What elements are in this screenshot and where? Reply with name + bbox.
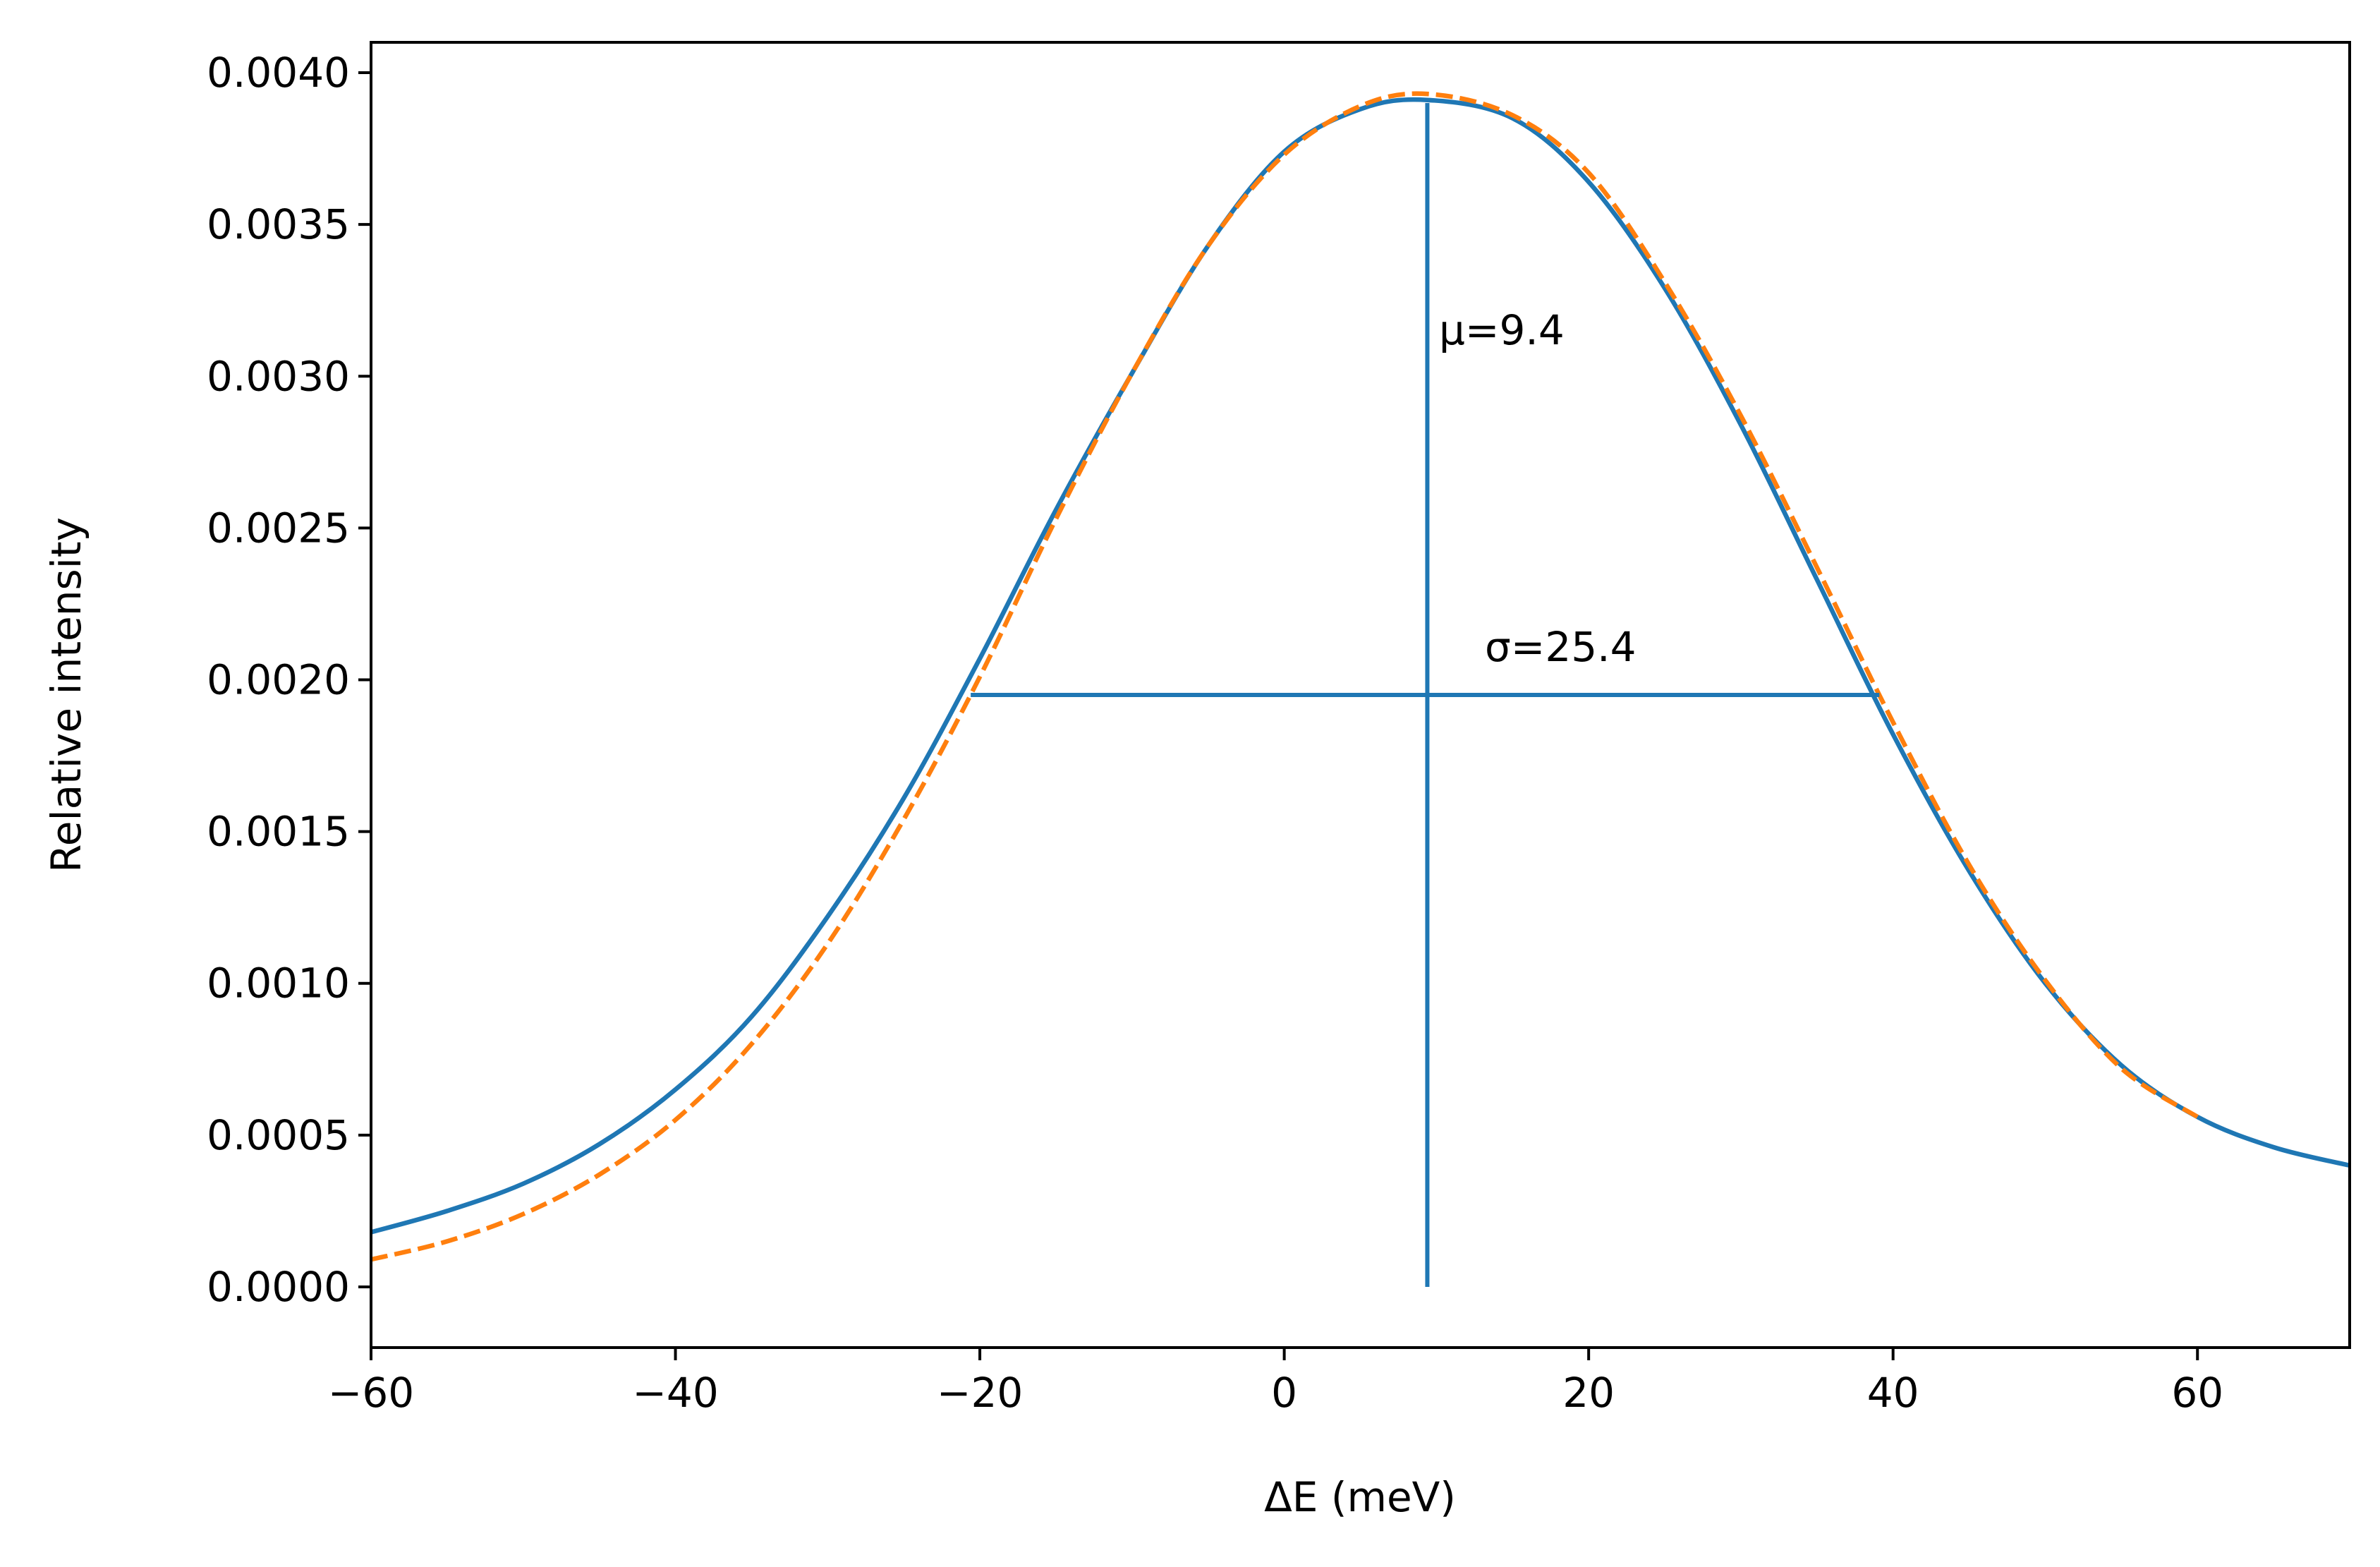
y-tick-label: 0.0005 <box>207 1111 350 1159</box>
y-tick-label: 0.0000 <box>207 1263 350 1311</box>
plot-series-layer <box>371 91 2350 1262</box>
y-tick-label: 0.0035 <box>207 200 350 248</box>
x-tick-label: 40 <box>1867 1369 1919 1417</box>
x-tick-label: 60 <box>2171 1369 2223 1417</box>
x-tick-label: −60 <box>328 1369 414 1417</box>
x-axis-label: ΔE (meV) <box>1264 1473 1456 1521</box>
x-tick-label: 0 <box>1271 1369 1297 1417</box>
x-tick-label: 20 <box>1562 1369 1615 1417</box>
plot-frame <box>370 41 2351 1349</box>
y-tick-label: 0.0015 <box>207 808 350 856</box>
plot-marker-layer <box>971 103 1880 1287</box>
x-tick-label: −40 <box>632 1369 718 1417</box>
fit-curve-dashed <box>371 91 2199 1262</box>
x-axis-ticks: −60 −40 −20 0 20 40 60 <box>328 1348 2223 1417</box>
y-tick-label: 0.0010 <box>207 960 350 1008</box>
y-tick-label: 0.0020 <box>207 655 350 703</box>
y-axis-ticks: 0.0000 0.0005 0.0010 0.0015 0.0020 0.0025 0.00… <box>207 49 371 1311</box>
y-tick-label: 0.0030 <box>207 352 350 400</box>
x-tick-label: −20 <box>937 1369 1023 1417</box>
mu-annotation: μ=9.4 <box>1439 306 1565 354</box>
y-tick-label: 0.0025 <box>207 504 350 552</box>
sigma-annotation: σ=25.4 <box>1485 623 1637 671</box>
y-axis-label: Relative intensity <box>42 517 90 873</box>
y-tick-label: 0.0040 <box>207 49 350 97</box>
